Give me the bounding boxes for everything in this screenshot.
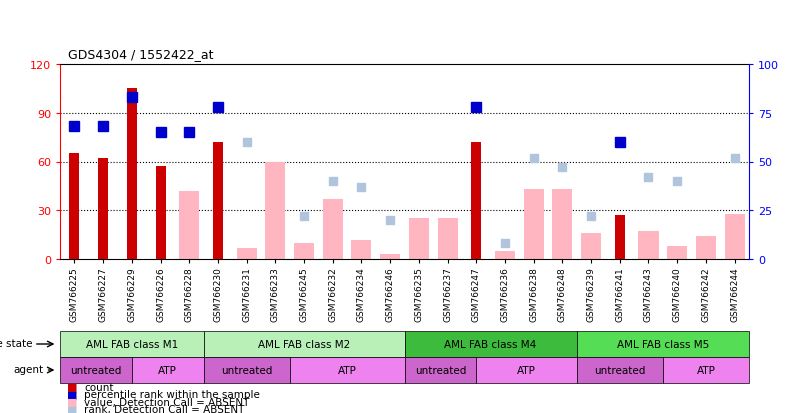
Bar xyxy=(409,219,429,259)
Bar xyxy=(236,248,256,259)
Text: untreated: untreated xyxy=(221,365,272,375)
Text: ■: ■ xyxy=(67,397,78,407)
Bar xyxy=(155,167,166,259)
Text: count: count xyxy=(84,382,114,392)
Bar xyxy=(581,233,601,259)
Text: ATP: ATP xyxy=(338,365,356,375)
Bar xyxy=(127,89,137,259)
Text: untreated: untreated xyxy=(70,365,122,375)
Text: disease state: disease state xyxy=(0,338,32,348)
Bar xyxy=(70,154,79,259)
Text: GDS4304 / 1552422_at: GDS4304 / 1552422_at xyxy=(68,48,214,61)
Bar xyxy=(213,142,223,259)
Bar xyxy=(471,142,481,259)
Bar xyxy=(614,216,625,259)
Bar xyxy=(179,191,199,259)
Text: untreated: untreated xyxy=(594,365,646,375)
Bar xyxy=(725,214,745,259)
Bar xyxy=(294,243,314,259)
Text: AML FAB class M2: AML FAB class M2 xyxy=(258,339,350,349)
Bar xyxy=(98,159,108,259)
Text: ■: ■ xyxy=(67,389,78,399)
Bar xyxy=(437,219,457,259)
Bar xyxy=(380,254,400,259)
Text: untreated: untreated xyxy=(415,365,466,375)
Bar xyxy=(553,190,573,259)
Text: percentile rank within the sample: percentile rank within the sample xyxy=(84,389,260,399)
Text: AML FAB class M4: AML FAB class M4 xyxy=(445,339,537,349)
Bar xyxy=(495,251,515,259)
Text: ATP: ATP xyxy=(517,365,536,375)
Text: ■: ■ xyxy=(67,382,78,392)
Bar xyxy=(667,247,687,259)
Bar xyxy=(638,232,658,259)
Text: AML FAB class M5: AML FAB class M5 xyxy=(617,339,709,349)
Text: ATP: ATP xyxy=(696,365,715,375)
Bar xyxy=(265,162,285,259)
Text: AML FAB class M1: AML FAB class M1 xyxy=(86,339,178,349)
Text: value, Detection Call = ABSENT: value, Detection Call = ABSENT xyxy=(84,397,250,407)
Text: ATP: ATP xyxy=(159,365,177,375)
Bar xyxy=(352,240,372,259)
Bar xyxy=(323,199,343,259)
Bar xyxy=(696,237,716,259)
Text: agent: agent xyxy=(14,364,44,374)
Text: rank, Detection Call = ABSENT: rank, Detection Call = ABSENT xyxy=(84,404,244,413)
Bar xyxy=(524,190,544,259)
Text: ■: ■ xyxy=(67,404,78,413)
